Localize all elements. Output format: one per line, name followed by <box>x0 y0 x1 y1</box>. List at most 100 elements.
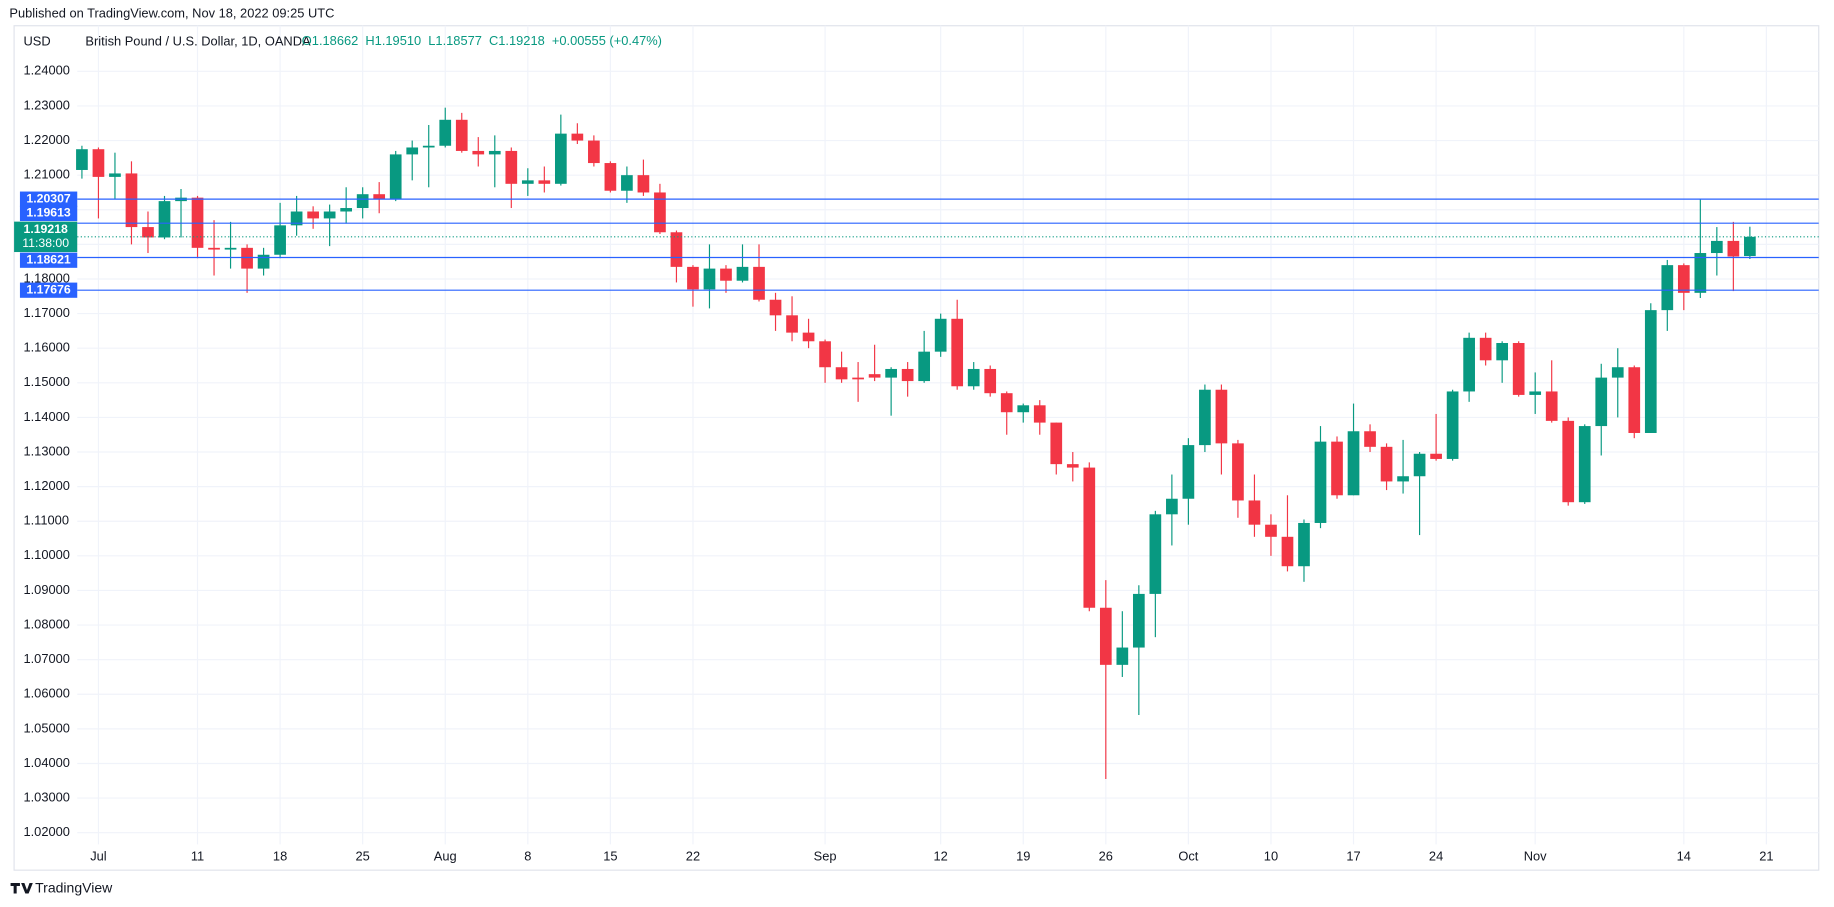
candle-body <box>356 194 369 209</box>
y-tick-label: 1.10000 <box>23 547 69 562</box>
candle-body <box>488 150 501 155</box>
x-tick-label: Sep <box>814 849 837 864</box>
candle-body <box>786 315 798 333</box>
x-tick-label: 25 <box>356 849 370 864</box>
candle-body <box>521 180 534 184</box>
price-level-label-box <box>19 205 78 222</box>
price-level-label: 1.18621 <box>26 252 71 266</box>
candle-body <box>1000 393 1013 413</box>
countdown-label: 11:38:00 <box>22 236 69 250</box>
chart-frame <box>13 25 1820 871</box>
candle-body <box>125 173 138 228</box>
candle-body <box>571 133 584 141</box>
candle-body <box>92 149 105 177</box>
chart-title: British Pound / U.S. Dollar, 1D, OANDA <box>85 33 311 48</box>
candle-body <box>1166 498 1178 515</box>
price-level-label: 1.19613 <box>26 206 71 220</box>
y-tick-label: 1.24000 <box>23 63 69 78</box>
candle-body <box>1628 367 1641 433</box>
candle-body <box>1380 446 1393 482</box>
candle-body <box>604 163 617 191</box>
candle-body <box>1248 500 1261 525</box>
candle-body <box>1611 367 1624 378</box>
y-tick-label: 1.11000 <box>23 513 69 528</box>
candle-body <box>1232 443 1244 501</box>
candle-body <box>1083 467 1096 608</box>
candle-body <box>1545 391 1558 421</box>
x-tick-label: 8 <box>524 849 531 864</box>
x-tick-label: Nov <box>1524 849 1547 864</box>
candle-body <box>1562 420 1575 503</box>
candle-body <box>323 211 336 219</box>
price-level-label: 1.20307 <box>26 191 71 205</box>
candle-body <box>802 332 815 342</box>
candle-body <box>654 192 666 233</box>
candle-body <box>1347 431 1360 496</box>
candle-body <box>538 180 551 184</box>
x-tick-label: 26 <box>1099 849 1113 864</box>
candle-body <box>1727 240 1740 257</box>
y-tick-label: 1.04000 <box>23 755 69 770</box>
brand-logo: TradingView <box>10 880 113 896</box>
candle-body <box>455 119 468 151</box>
candle-body <box>901 368 914 382</box>
y-tick-label: 1.15000 <box>23 374 69 389</box>
y-tick-label: 1.03000 <box>23 789 69 804</box>
x-tick-label: 22 <box>686 849 700 864</box>
candle-body <box>1215 389 1228 444</box>
candle-body <box>1298 522 1310 567</box>
candle-body <box>373 194 386 200</box>
candle-body <box>1744 236 1756 257</box>
last-price-box <box>14 221 78 253</box>
y-tick-label: 1.14000 <box>23 409 69 424</box>
candle-body <box>1116 647 1129 665</box>
candle-body <box>1033 405 1046 423</box>
candle-body <box>439 119 452 146</box>
candle-body <box>819 341 831 368</box>
candle-body <box>703 268 716 290</box>
candle-body <box>918 351 931 382</box>
candle-body <box>621 175 633 191</box>
candle-body <box>868 374 881 378</box>
x-tick-label: 15 <box>603 849 617 864</box>
candle-body <box>588 140 600 164</box>
candle-body <box>753 266 765 300</box>
candle-body <box>76 149 88 170</box>
candle-body <box>1512 343 1525 395</box>
x-tick-label: 19 <box>1016 849 1030 864</box>
y-tick-label: 1.23000 <box>23 97 69 112</box>
candle-body <box>984 368 997 394</box>
candle-body <box>241 247 253 269</box>
candle-body <box>1281 536 1294 567</box>
y-tick-label: 1.16000 <box>23 340 69 355</box>
price-level-label: 1.17676 <box>26 282 71 296</box>
x-tick-label: 17 <box>1346 849 1360 864</box>
last-price-label: 1.19218 <box>23 222 68 236</box>
candle-body <box>1017 405 1030 413</box>
x-tick-label: 11 <box>191 849 204 864</box>
candles <box>76 107 1756 780</box>
x-tick-label: Jul <box>90 849 106 864</box>
currency-label: USD <box>23 33 50 48</box>
candle-body <box>505 150 518 184</box>
y-tick-label: 1.17000 <box>23 305 69 320</box>
candle-body <box>224 247 237 250</box>
candle-body <box>1265 524 1277 537</box>
candle-body <box>1694 253 1707 293</box>
y-tick-label: 1.06000 <box>23 686 69 701</box>
candle-body <box>1364 431 1376 447</box>
candle-body <box>422 145 435 148</box>
y-tick-label: 1.07000 <box>23 651 69 666</box>
candle-body <box>1099 607 1112 665</box>
candle-body <box>1199 389 1211 446</box>
candle-body <box>290 211 303 226</box>
candle-body <box>1331 441 1343 496</box>
candle-body <box>307 211 319 219</box>
background <box>13 25 1820 871</box>
candle-body <box>1132 593 1145 648</box>
candle-body <box>1446 391 1459 459</box>
candle-body <box>637 175 650 193</box>
